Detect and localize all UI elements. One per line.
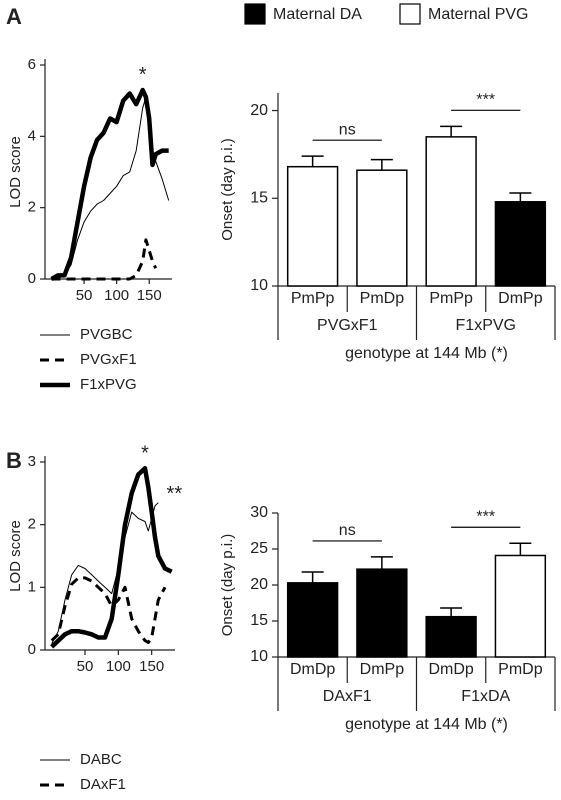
annotation: *** (476, 508, 495, 525)
x-tick-label: 50 (77, 658, 94, 675)
annotation: ns (339, 121, 356, 138)
group-label: PVGxF1 (317, 317, 378, 334)
y-axis-label: Onset (day p.i.) (219, 534, 236, 637)
group-label: DAxF1 (323, 688, 372, 705)
series-line (51, 238, 158, 281)
legend-label: Maternal DA (273, 6, 362, 23)
x-tick-label: PmDp (360, 290, 405, 307)
x-axis-label: genotype at 144 Mb (*) (345, 345, 508, 362)
y-tick-label: 30 (250, 504, 268, 521)
bar (425, 136, 477, 287)
y-tick-label: 25 (250, 540, 268, 557)
y-axis-label: LOD score (7, 520, 24, 592)
legend-label: DABC (80, 751, 122, 768)
legend-label: Maternal PVG (428, 6, 528, 23)
annotation: * (139, 64, 147, 86)
series-line (51, 502, 159, 644)
x-tick-label: DmPp (498, 290, 543, 307)
bar (494, 554, 547, 658)
x-tick-label: 50 (76, 287, 93, 304)
panel-label: B (6, 448, 22, 473)
legend-label: F1xPVG (80, 376, 137, 393)
x-tick-label: PmPp (429, 290, 473, 307)
series-line (50, 466, 173, 649)
y-tick-label: 0 (28, 270, 36, 287)
legend-label: DAxF1 (80, 776, 126, 793)
group-label: F1xPVG (456, 317, 516, 334)
y-tick-label: 10 (250, 277, 268, 294)
bar (356, 568, 408, 658)
y-tick-label: 0 (28, 641, 36, 658)
y-tick-label: 4 (28, 127, 36, 144)
y-axis-label: Onset (day p.i.) (219, 138, 236, 241)
legend-swatch (244, 3, 266, 25)
x-axis-label: genotype at 144 Mb (*) (345, 716, 508, 733)
y-tick-label: 1 (28, 578, 36, 595)
bar (494, 201, 547, 287)
x-tick-label: PmPp (291, 290, 335, 307)
x-tick-label: PmDp (498, 661, 543, 678)
y-tick-label: 2 (28, 199, 36, 216)
y-tick-label: 15 (250, 189, 268, 206)
x-tick-label: 150 (137, 287, 162, 304)
y-tick-label: 20 (250, 576, 268, 593)
legend-label: PVGxF1 (80, 351, 137, 368)
bar (286, 582, 339, 658)
panel-label: A (6, 4, 22, 29)
annotation: ** (167, 483, 183, 505)
x-tick-label: 150 (139, 658, 164, 675)
group-label: F1xDA (461, 688, 510, 705)
bar (356, 169, 408, 287)
bar (286, 165, 339, 287)
x-tick-label: DmPp (360, 661, 405, 678)
x-tick-label: DmDp (428, 661, 473, 678)
series-line (50, 87, 169, 281)
annotation: ns (339, 522, 356, 539)
y-tick-label: 6 (28, 56, 36, 73)
x-tick-label: 100 (104, 287, 129, 304)
x-tick-label: 100 (106, 658, 131, 675)
y-tick-label: 10 (250, 648, 268, 665)
y-tick-label: 15 (250, 612, 268, 629)
bar (425, 615, 477, 658)
y-tick-label: 3 (28, 453, 36, 470)
legend-label: PVGBC (80, 326, 133, 343)
annotation: * (141, 443, 149, 465)
y-tick-label: 2 (28, 516, 36, 533)
x-tick-label: DmDp (290, 661, 335, 678)
legend-swatch (399, 3, 421, 25)
y-axis-label: LOD score (7, 136, 24, 208)
y-tick-label: 20 (250, 102, 268, 119)
annotation: *** (476, 92, 495, 109)
